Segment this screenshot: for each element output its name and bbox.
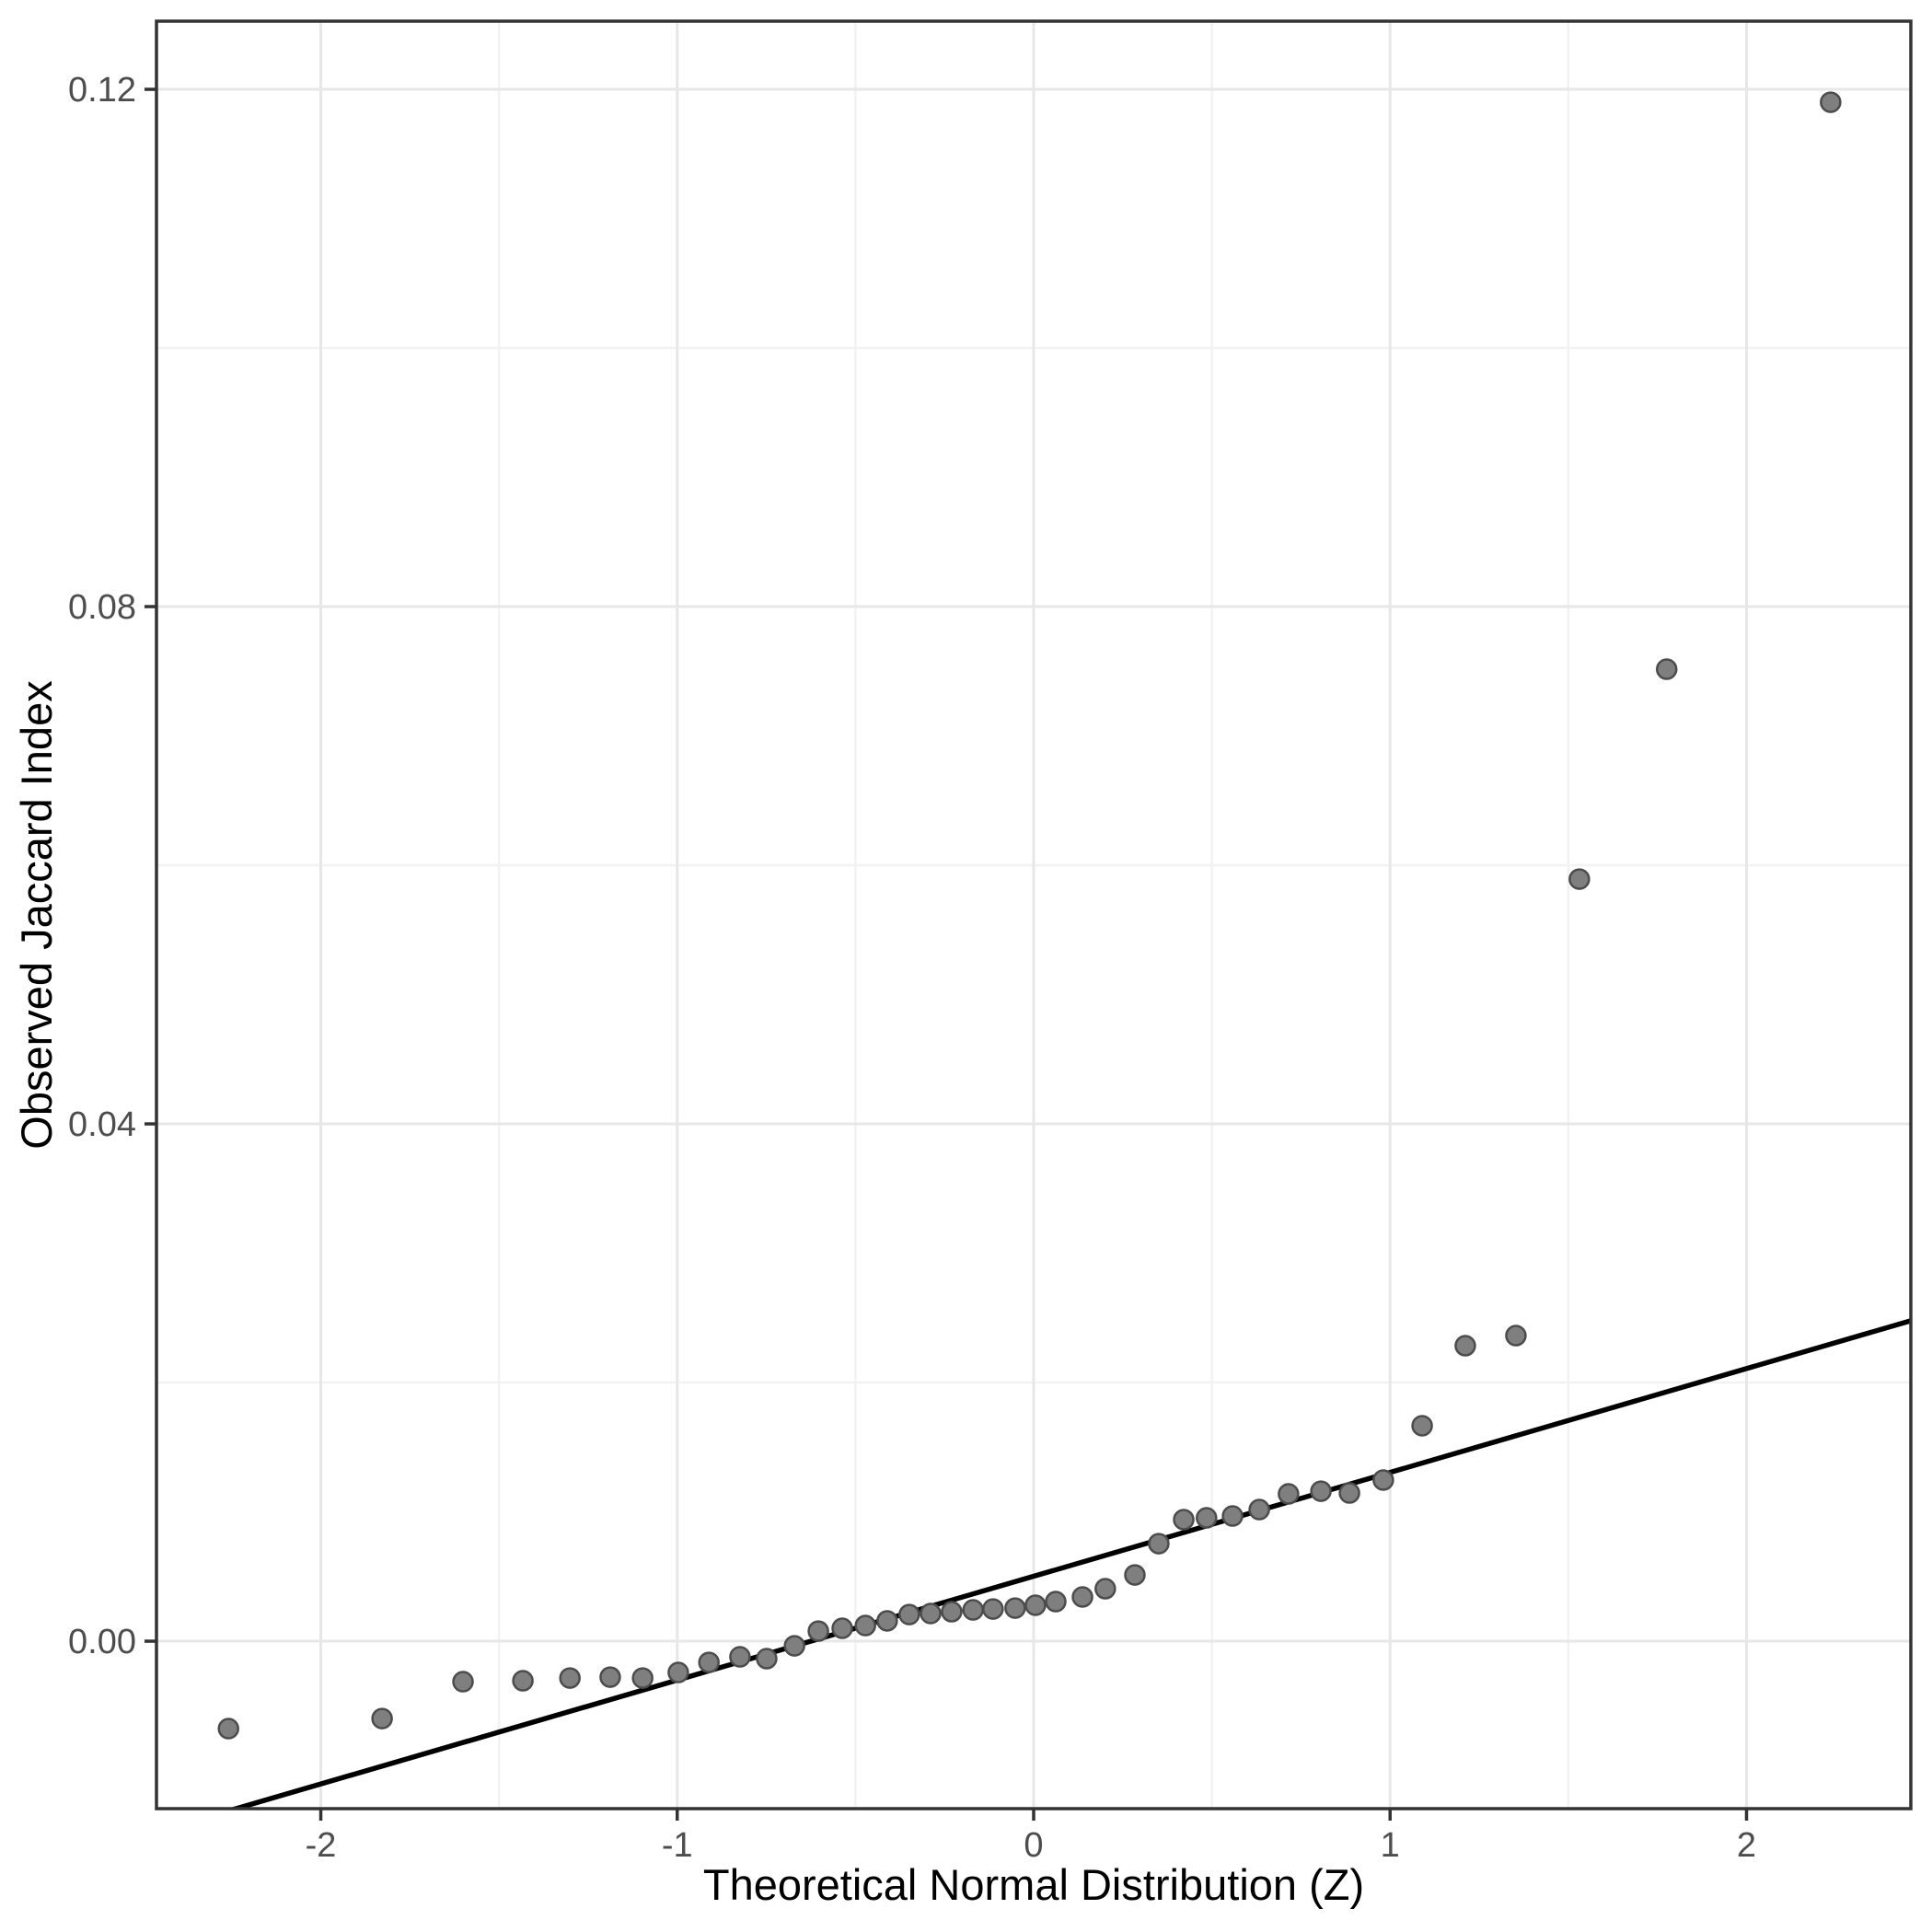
data-point [1045, 1591, 1067, 1613]
x-axis-ticks [318, 1809, 1749, 1821]
data-point [756, 1648, 778, 1670]
data-point [1568, 868, 1591, 890]
data-point [1372, 1469, 1394, 1491]
x-tick-label: -2 [306, 1826, 337, 1865]
y-tick-label: 0.00 [68, 1623, 136, 1661]
data-point [1124, 1564, 1146, 1586]
data-point [1820, 91, 1842, 113]
data-point [452, 1671, 474, 1693]
x-axis-title: Theoretical Normal Distribution (Z) [703, 1860, 1364, 1909]
y-axis-ticks [145, 87, 156, 1643]
x-tick-label: 1 [1381, 1826, 1400, 1865]
y-tick-label: 0.04 [68, 1105, 136, 1144]
data-points-group [217, 91, 1842, 1740]
y-axis-tick-labels: 0.00 0.04 0.08 0.12 [68, 71, 136, 1661]
data-point [599, 1666, 621, 1688]
data-point [1148, 1533, 1170, 1555]
data-point [1221, 1505, 1244, 1527]
data-point [631, 1667, 654, 1689]
data-point [1655, 658, 1678, 680]
qq-reference-line [226, 1318, 1911, 1809]
data-point [1071, 1586, 1093, 1608]
data-point [1004, 1597, 1026, 1619]
data-point [371, 1707, 393, 1730]
data-point [962, 1599, 984, 1621]
data-point [1454, 1335, 1476, 1357]
data-point [982, 1598, 1004, 1620]
data-point [217, 1718, 239, 1740]
data-point [783, 1635, 805, 1657]
data-point [920, 1602, 942, 1625]
data-point [898, 1603, 920, 1625]
y-tick-label: 0.12 [68, 71, 136, 110]
data-point [807, 1620, 829, 1642]
qq-reference-line-group [226, 1318, 1911, 1809]
data-point [512, 1670, 534, 1692]
data-point [1024, 1594, 1047, 1616]
data-point [1094, 1578, 1116, 1600]
data-point [559, 1667, 581, 1689]
x-tick-label: 2 [1737, 1826, 1756, 1865]
y-tick-label: 0.08 [68, 588, 136, 627]
data-point [876, 1610, 898, 1632]
grid-major [156, 21, 1911, 1809]
data-point [831, 1617, 853, 1639]
x-tick-label: -1 [662, 1826, 693, 1865]
data-point [729, 1646, 751, 1668]
x-tick-label: 0 [1024, 1826, 1043, 1865]
data-point [854, 1614, 876, 1637]
data-point [1173, 1509, 1195, 1531]
x-axis-tick-labels: -2 -1 0 1 2 [306, 1826, 1756, 1865]
data-point [1196, 1507, 1218, 1529]
data-point [1310, 1480, 1332, 1502]
data-point [667, 1661, 689, 1683]
data-point [1278, 1483, 1300, 1505]
data-point [1338, 1482, 1360, 1504]
data-point [1248, 1498, 1270, 1521]
y-axis-title: Observed Jaccard Index [12, 680, 61, 1149]
data-point [698, 1651, 720, 1673]
data-point [941, 1601, 963, 1623]
data-point [1505, 1325, 1527, 1347]
data-point [1411, 1415, 1433, 1437]
